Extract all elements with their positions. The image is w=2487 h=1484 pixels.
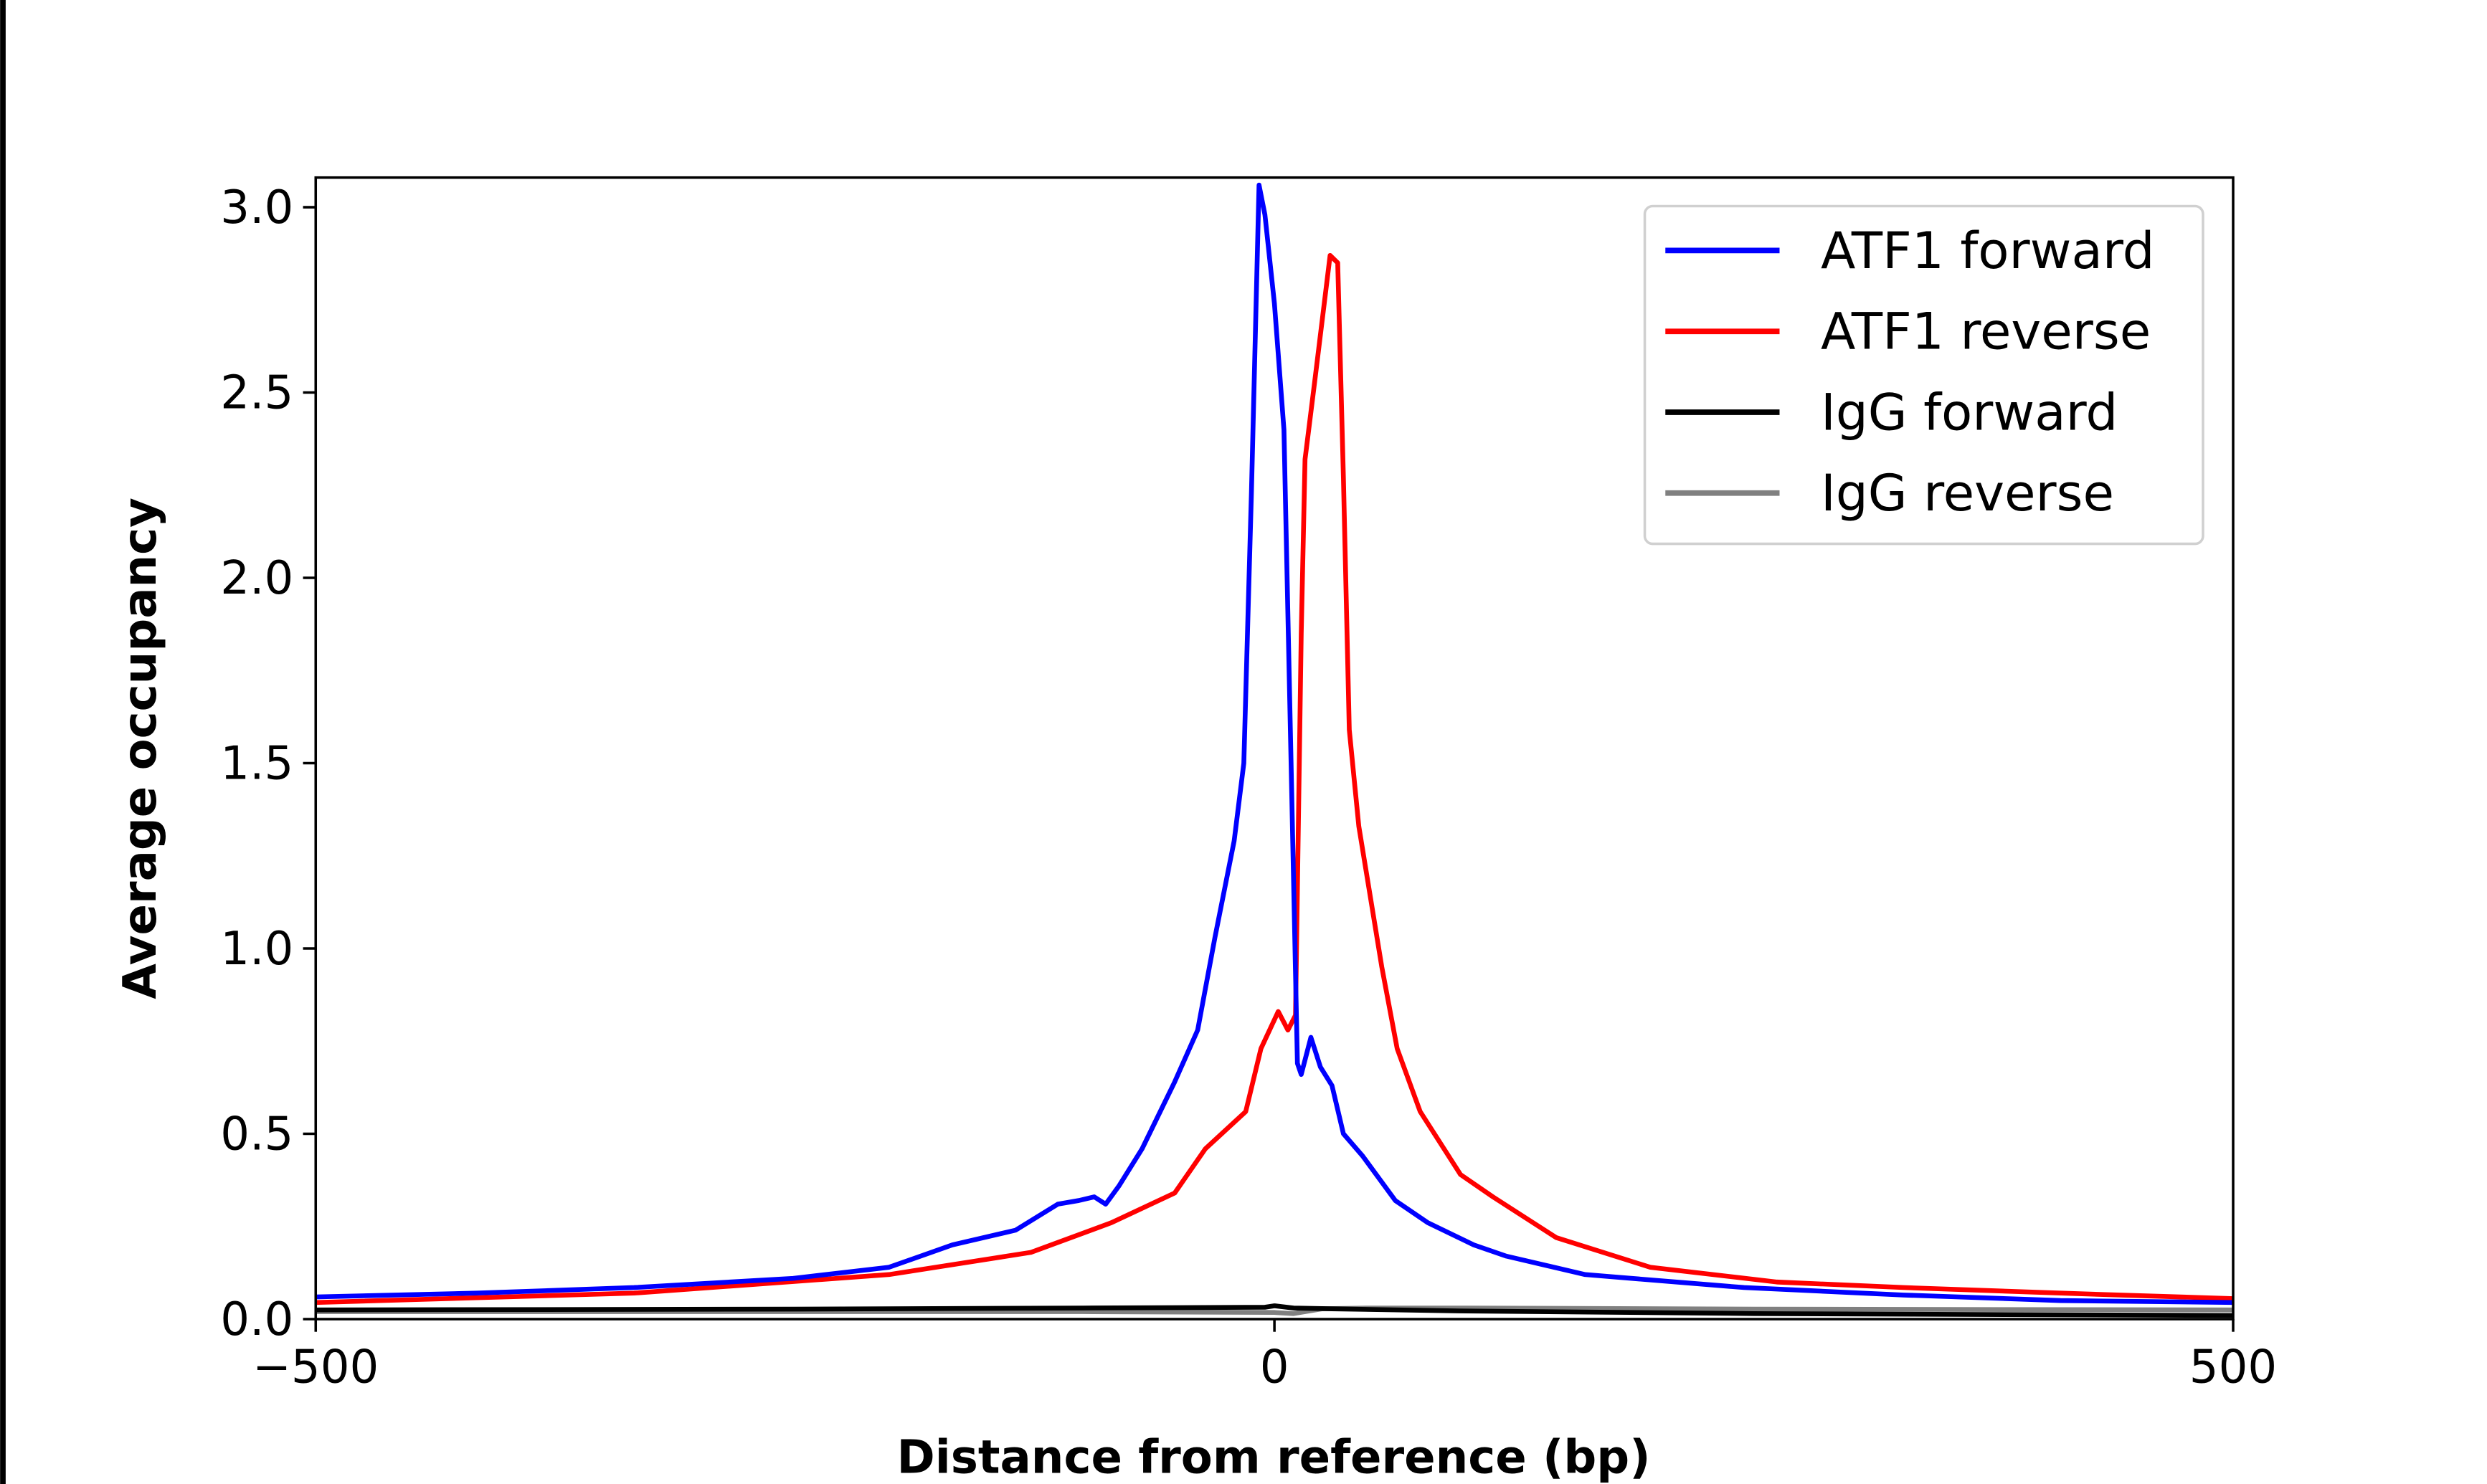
legend-label: ATF1 reverse	[1821, 302, 2151, 361]
left-border	[0, 0, 6, 1484]
y-tick-label: 0.0	[220, 1293, 293, 1346]
x-tick-label: 500	[2189, 1340, 2277, 1394]
legend-label: IgG forward	[1821, 382, 2118, 442]
series-line-igg-forward	[316, 1303, 2234, 1318]
legend-box	[1643, 204, 2204, 546]
y-tick-label: 2.0	[220, 551, 293, 605]
y-tick-label: 3.0	[220, 181, 293, 234]
x-tick-label: 0	[1260, 1340, 1289, 1394]
legend: ATF1 forward ATF1 reverse IgG forward IgG r…	[1643, 204, 2204, 546]
y-tick-label: 1.5	[220, 737, 293, 791]
series-line-atf1-forward	[316, 182, 2234, 1305]
series-line-atf1-reverse	[316, 252, 2234, 1305]
series-line-igg-reverse	[316, 1305, 2234, 1316]
y-tick-label: 2.5	[220, 366, 293, 420]
x-axis: −500 0 500	[252, 1319, 2277, 1394]
x-axis-label: Distance from reference (bp)	[897, 1431, 1651, 1484]
y-axis-label: Average occupancy	[113, 498, 167, 999]
y-axis: 0.0 0.5 1.0 1.5 2.0 2.5 3.0	[220, 181, 316, 1346]
x-tick-label: −500	[252, 1340, 379, 1394]
legend-label: IgG reverse	[1821, 463, 2114, 523]
y-tick-label: 0.5	[220, 1108, 293, 1161]
legend-label: ATF1 forward	[1821, 221, 2155, 280]
y-tick-label: 1.0	[220, 922, 293, 976]
plot-area	[316, 182, 2234, 1318]
